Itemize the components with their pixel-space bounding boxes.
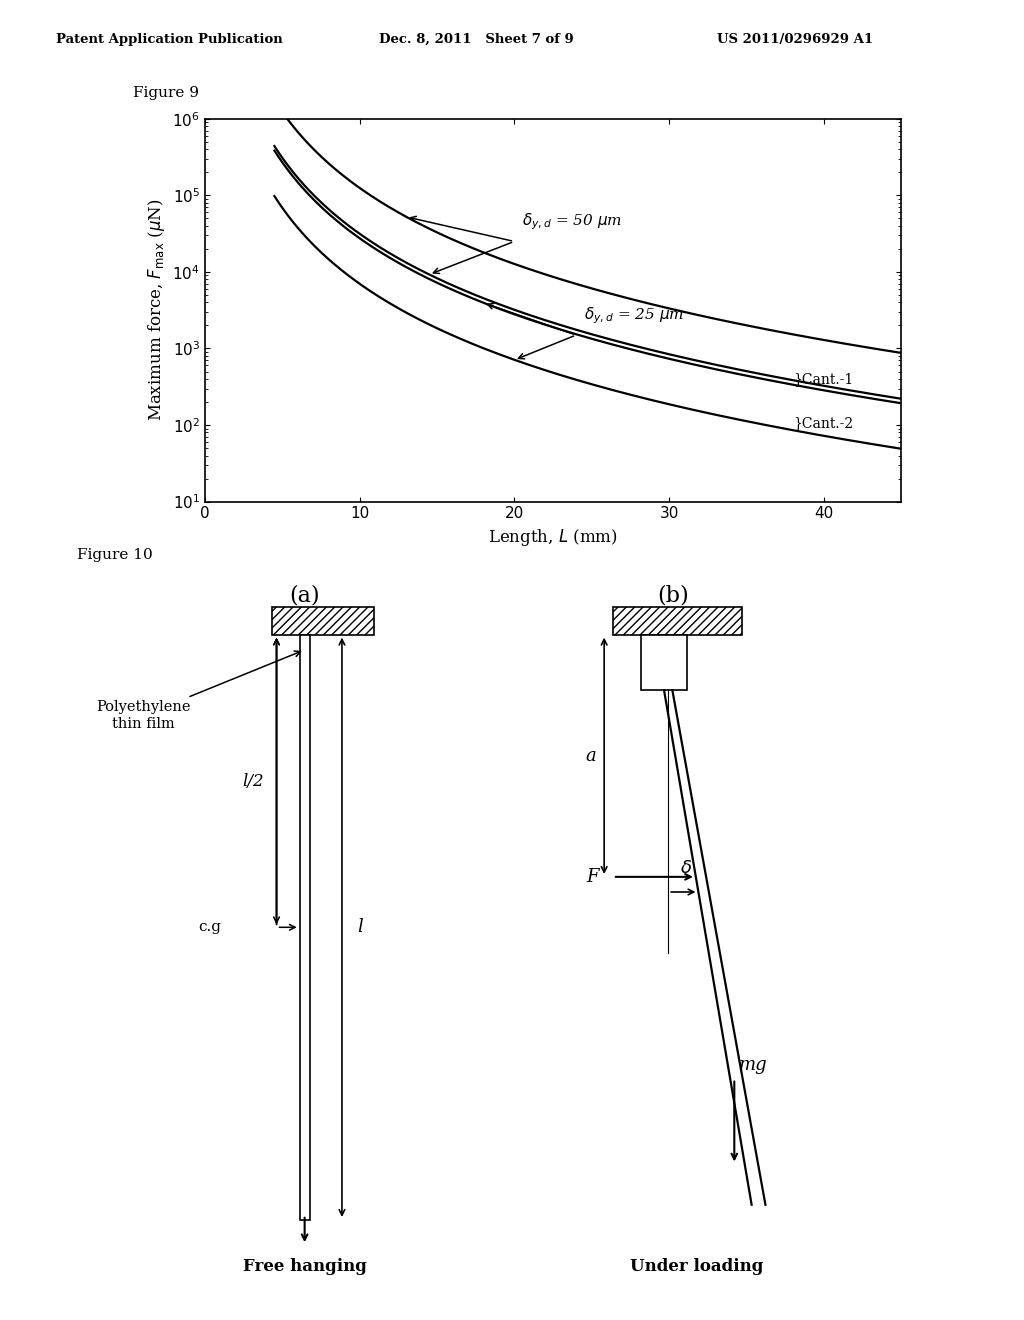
Text: US 2011/0296929 A1: US 2011/0296929 A1: [717, 33, 872, 46]
Text: $\delta_{y,d}$ = 50 $\mu$m: $\delta_{y,d}$ = 50 $\mu$m: [522, 211, 623, 232]
Text: l: l: [357, 919, 364, 936]
Text: }Cant.-2: }Cant.-2: [793, 416, 853, 430]
Text: Figure 10: Figure 10: [77, 548, 153, 562]
Text: Polyethylene
thin film: Polyethylene thin film: [96, 651, 300, 730]
X-axis label: Length, $\mathit{L}$ (mm): Length, $\mathit{L}$ (mm): [488, 527, 617, 548]
Bar: [300, 635, 309, 1220]
Y-axis label: Maximum force, $\mathit{F}_{\mathrm{max}}$ ($\mu$N): Maximum force, $\mathit{F}_{\mathrm{max}…: [145, 199, 167, 421]
Text: $\delta_{y,d}$ = 25 $\mu$m: $\delta_{y,d}$ = 25 $\mu$m: [584, 305, 684, 326]
Bar: [613, 607, 742, 635]
Text: (a): (a): [290, 585, 319, 606]
Text: Patent Application Publication: Patent Application Publication: [56, 33, 283, 46]
Text: }Cant.-1: }Cant.-1: [793, 372, 853, 387]
Text: (b): (b): [657, 585, 689, 606]
Text: $\delta$: $\delta$: [680, 859, 691, 876]
Text: F: F: [587, 867, 599, 886]
Text: c.g: c.g: [199, 920, 221, 935]
Text: mg: mg: [739, 1056, 768, 1073]
Bar: [641, 635, 687, 690]
Text: Figure 9: Figure 9: [133, 86, 199, 100]
Text: Dec. 8, 2011   Sheet 7 of 9: Dec. 8, 2011 Sheet 7 of 9: [379, 33, 573, 46]
Text: Under loading: Under loading: [630, 1258, 763, 1275]
Bar: [272, 607, 374, 635]
Text: Free hanging: Free hanging: [243, 1258, 367, 1275]
Text: l/2: l/2: [243, 772, 264, 789]
Text: a: a: [585, 747, 596, 764]
